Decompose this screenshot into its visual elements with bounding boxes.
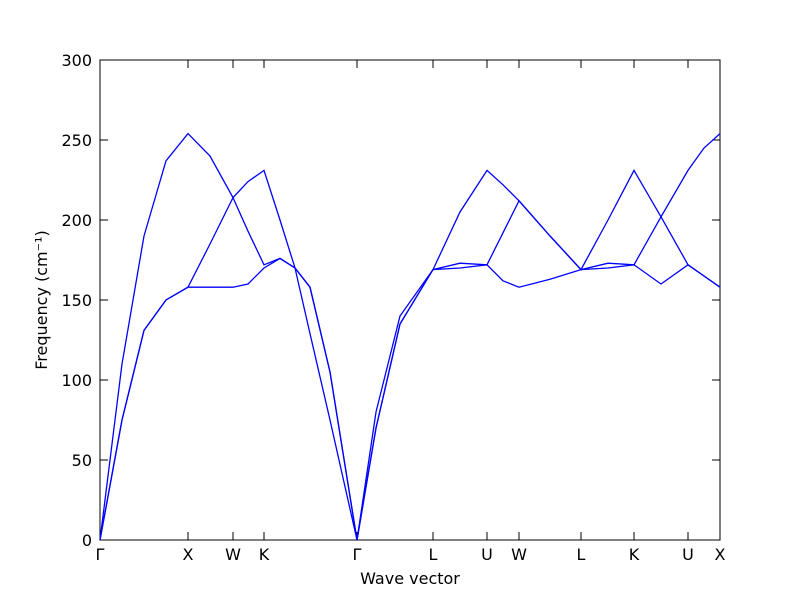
y-tick-label: 300 — [61, 51, 92, 70]
band-line — [99, 257, 721, 541]
band-line — [99, 196, 721, 541]
band-line — [99, 132, 721, 541]
x-tick-label: W — [225, 545, 241, 564]
y-axis-label: Frequency (cm⁻¹) — [32, 230, 51, 369]
x-tick-label: Γ — [96, 545, 105, 564]
y-tick-label: 50 — [72, 451, 92, 470]
x-tick-label: L — [429, 545, 438, 564]
x-tick-label: U — [682, 545, 694, 564]
x-tick-label: L — [577, 545, 586, 564]
x-tick-label: X — [715, 545, 726, 564]
x-tick-label: Γ — [353, 545, 362, 564]
y-tick-label: 100 — [61, 371, 92, 390]
y-tick-label: 0 — [82, 531, 92, 550]
x-tick-label: K — [629, 545, 640, 564]
x-tick-label: X — [183, 545, 194, 564]
x-tick-label: W — [511, 545, 527, 564]
y-tick-label: 250 — [61, 131, 92, 150]
x-axis-label: Wave vector — [360, 569, 460, 588]
x-tick-label: U — [481, 545, 493, 564]
plot-frame — [99, 59, 721, 541]
y-tick-label: 150 — [61, 291, 92, 310]
x-tick-label: K — [259, 545, 270, 564]
y-tick-label: 200 — [61, 211, 92, 230]
